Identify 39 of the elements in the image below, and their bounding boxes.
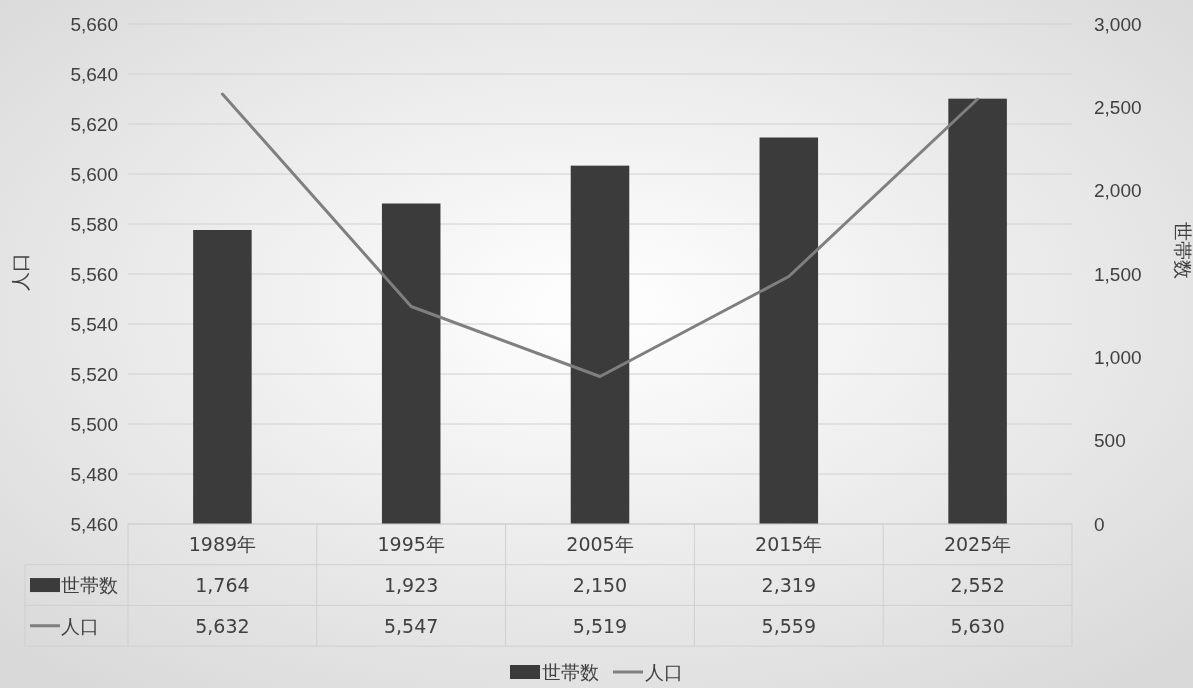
y-tick-label: 5,560 [70,263,118,285]
y2-tick-label: 500 [1094,430,1126,452]
y-tick-label: 5,660 [70,13,118,35]
text: 世帯数 [542,661,599,683]
data-label: 5,547 [384,614,439,637]
legend-label: 人口 [61,614,99,637]
data-label: 5,632 [195,614,250,637]
legend-label: 世帯数 [61,574,118,597]
x-tick-label: 1989年 [188,533,257,556]
y-tick-label: 5,540 [70,313,118,335]
y-tick-label: 5,580 [70,213,118,235]
data-label: 1,764 [195,574,250,597]
y-axis-title: 人口 [9,253,31,291]
data-label: 2,552 [950,574,1005,597]
y-tick-label: 5,520 [70,363,118,385]
data-label: 2,150 [572,574,628,597]
y-tick-label: 5,600 [70,163,118,185]
data-label: 2,319 [761,574,816,597]
text: 人口 [645,661,683,683]
x-tick-label: 2025年 [943,533,1012,556]
y-tick-label: 5,620 [70,113,118,135]
y-tick-label: 5,500 [70,413,118,435]
y2-tick-label: 3,000 [1094,13,1142,35]
data-label: 1,923 [384,574,439,597]
data-label: 5,559 [761,614,816,637]
y-tick-label: 5,640 [70,63,118,85]
x-tick-label: 2015年 [755,533,823,556]
x-tick-label: 1995年 [377,533,445,556]
y2-tick-label: 0 [1094,513,1105,535]
y2-tick-label: 1,000 [1094,346,1142,368]
x-tick-label: 2005年 [566,533,634,556]
y2-tick-label: 1,500 [1094,263,1142,285]
y2-tick-label: 2,000 [1094,180,1142,202]
y2-axis-title: 世帯数 [1172,221,1193,279]
y-tick-label: 5,480 [70,463,118,485]
y2-tick-label: 2,500 [1094,96,1142,118]
y-tick-label: 5,460 [70,513,118,535]
data-label: 5,519 [572,614,628,637]
data-label: 5,630 [950,614,1005,637]
